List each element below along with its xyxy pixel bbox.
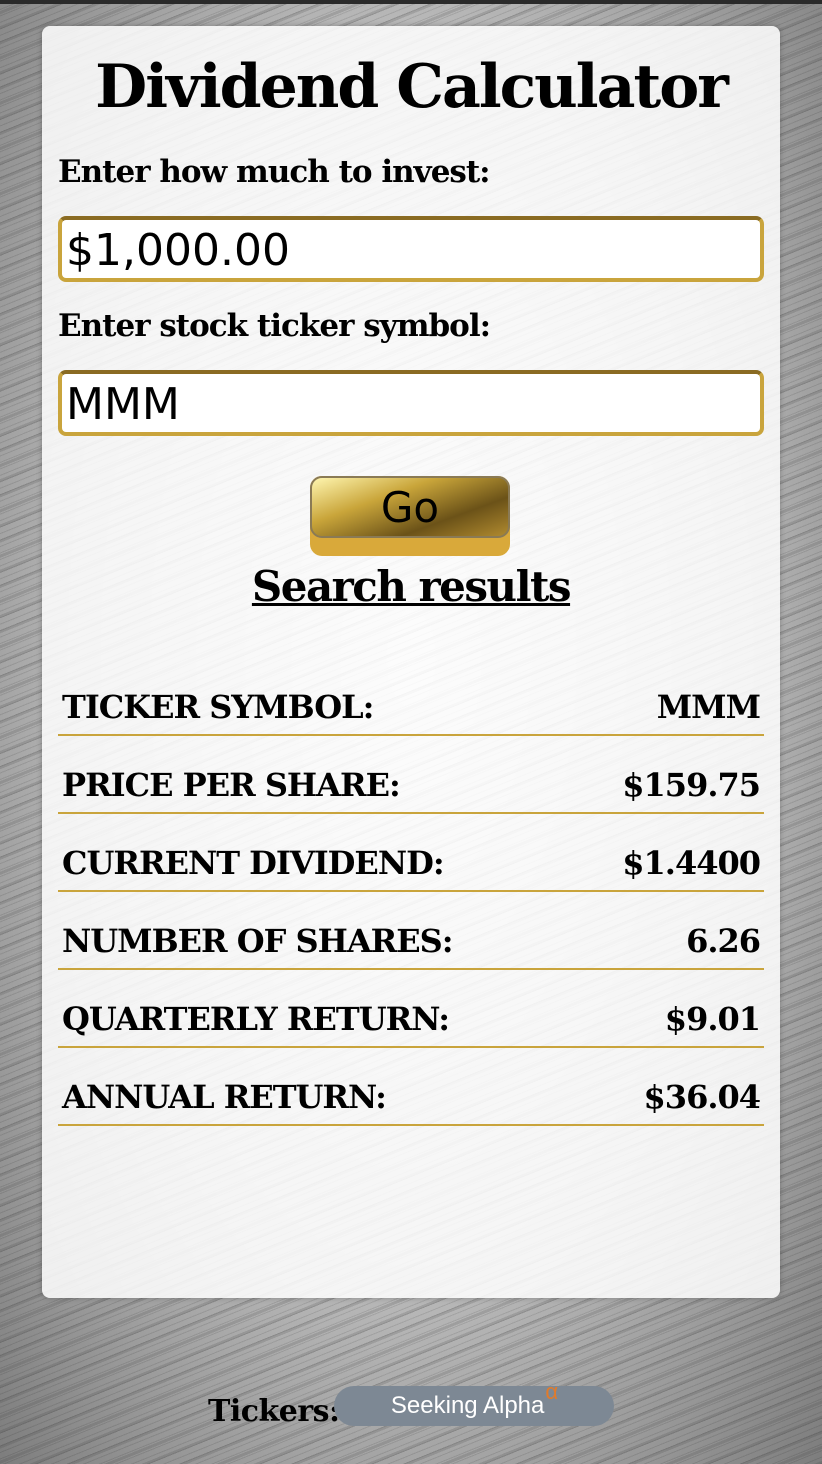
result-label: CURRENT DIVIDEND:: [62, 844, 445, 882]
result-row-ticker-symbol: TICKER SYMBOL: MMM: [58, 658, 764, 736]
result-row-current-dividend: CURRENT DIVIDEND: $1.4400: [58, 814, 764, 892]
result-value: $159.75: [622, 766, 761, 804]
result-value: MMM: [656, 688, 761, 726]
top-bar: [0, 0, 822, 4]
result-row-quarterly-return: QUARTERLY RETURN: $9.01: [58, 970, 764, 1048]
result-label: NUMBER OF SHARES:: [62, 922, 454, 960]
result-label: TICKER SYMBOL:: [62, 688, 374, 726]
result-row-number-of-shares: NUMBER OF SHARES: 6.26: [58, 892, 764, 970]
result-value: 6.26: [686, 922, 761, 960]
result-value: $9.01: [664, 1000, 761, 1038]
result-label: PRICE PER SHARE:: [62, 766, 401, 804]
seeking-alpha-link[interactable]: Seeking Alphaα: [334, 1379, 614, 1426]
ticker-label: Enter stock ticker symbol:: [58, 308, 491, 344]
result-value: $36.04: [643, 1078, 761, 1116]
invest-label: Enter how much to invest:: [58, 154, 491, 190]
search-results-heading: Search results: [251, 562, 572, 611]
go-button[interactable]: Go: [310, 476, 510, 538]
seeking-alpha-label: Seeking Alpha: [390, 1392, 545, 1419]
results-table: TICKER SYMBOL: MMM PRICE PER SHARE: $159…: [58, 658, 764, 1126]
ticker-symbol-input[interactable]: [58, 370, 764, 436]
result-value: $1.4400: [622, 844, 761, 882]
tickers-label: Tickers:: [208, 1394, 340, 1429]
go-button-base: Go: [310, 476, 510, 556]
result-row-price-per-share: PRICE PER SHARE: $159.75: [58, 736, 764, 814]
result-label: QUARTERLY RETURN:: [62, 1000, 450, 1038]
result-row-annual-return: ANNUAL RETURN: $36.04: [58, 1048, 764, 1126]
invest-amount-input[interactable]: [58, 216, 764, 282]
alpha-logo-icon: α: [545, 1379, 559, 1404]
result-label: ANNUAL RETURN:: [62, 1078, 387, 1116]
page-title: Dividend Calculator: [95, 52, 729, 122]
